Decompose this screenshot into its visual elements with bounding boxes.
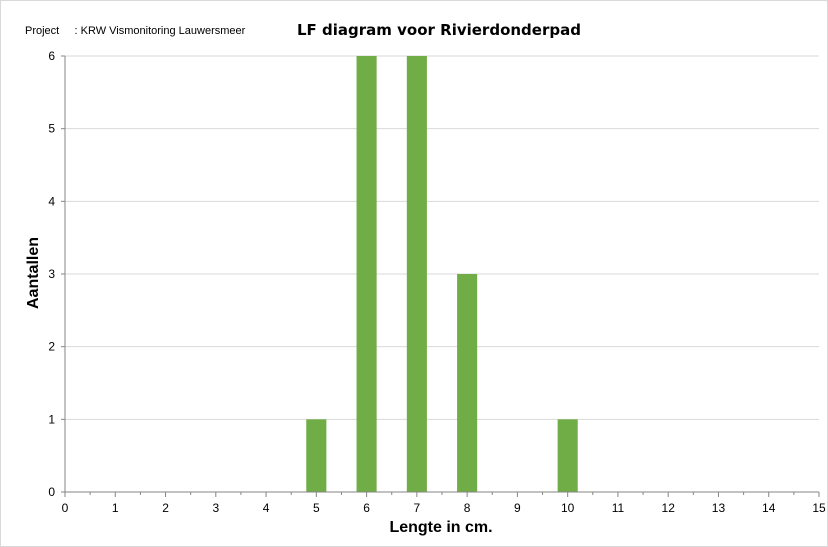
x-tick-label: 8 [464,501,471,515]
y-tick-label: 0 [48,485,55,499]
x-tick-label: 3 [212,501,219,515]
bar-6 [356,56,377,492]
x-tick-label: 2 [162,501,169,515]
x-tick-label: 12 [662,501,676,515]
x-tick-label: 0 [62,501,69,515]
y-tick-label: 1 [48,412,55,426]
project-label: Project [25,25,60,37]
y-tick-label: 4 [48,194,55,208]
x-tick-label: 13 [712,501,726,515]
x-tick-label: 11 [612,501,625,515]
x-tick-label: 7 [414,501,421,515]
bar-8 [457,274,478,492]
chart-title: LF diagram voor Rivierdonderpad [297,21,581,39]
x-tick-label: 9 [514,501,521,515]
bar-5 [306,419,327,492]
x-tick-label: 1 [112,501,119,515]
x-axis-label: Lengte in cm. [389,519,492,536]
y-tick-label: 3 [48,267,55,281]
x-tick-label: 14 [762,501,776,515]
bars [306,56,578,492]
y-tick-label: 5 [48,122,55,136]
x-tick-label: 4 [263,501,270,515]
y-axis-label: Aantallen [25,237,42,309]
axes [61,55,820,497]
y-tick-labels: 0 1 2 3 4 5 6 [48,49,55,499]
bar-10 [557,419,578,492]
project-info: Project : KRW Vismonitoring Lauwersmeer [25,25,245,37]
x-tick-label: 10 [561,501,575,515]
y-tick-label: 6 [48,49,55,63]
y-tick-label: 2 [48,340,55,354]
gridlines [65,55,819,420]
x-tick-label: 15 [812,501,826,515]
x-tick-label: 6 [363,501,370,515]
bar-7 [406,56,427,492]
x-tick-labels: 0 1 2 3 4 5 6 7 8 9 10 11 12 13 14 15 [62,501,826,515]
x-tick-label: 5 [313,501,320,515]
project-value: : KRW Vismonitoring Lauwersmeer [74,25,246,37]
